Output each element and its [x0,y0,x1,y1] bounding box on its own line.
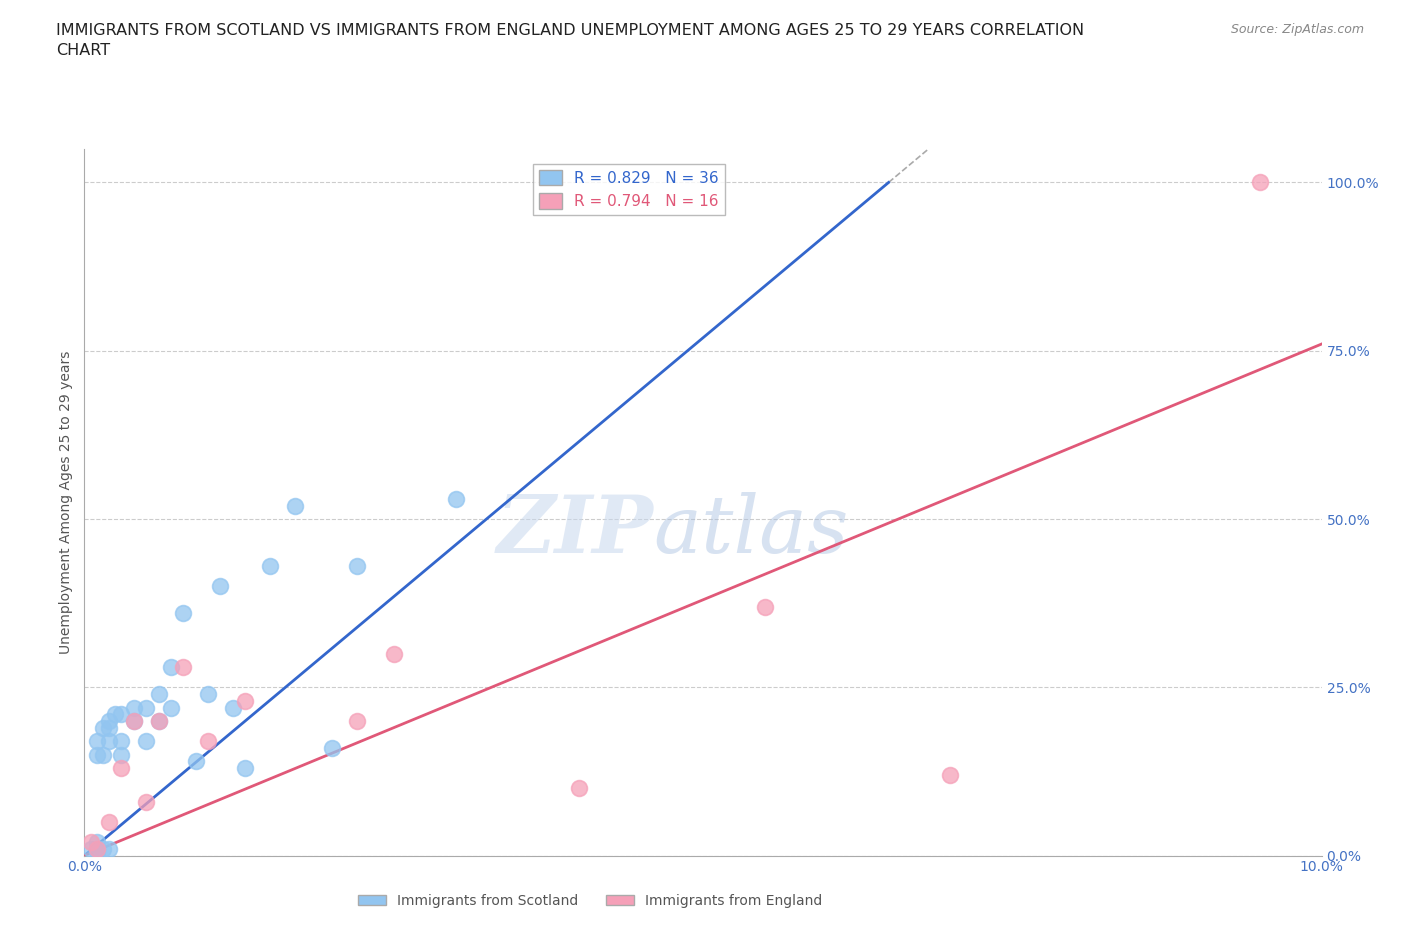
Point [160,659,183,674]
Point [148,713,170,728]
Point [135,734,157,749]
Point [259,559,281,574]
Point [98,842,121,857]
Text: IMMIGRANTS FROM SCOTLAND VS IMMIGRANTS FROM ENGLAND UNEMPLOYMENT AMONG AGES 25 T: IMMIGRANTS FROM SCOTLAND VS IMMIGRANTS F… [56,23,1084,58]
Point [110,761,132,776]
Point [86,835,108,850]
Point [122,713,145,728]
Point [321,740,343,755]
Text: ZIP: ZIP [496,492,654,569]
Point [184,754,207,769]
Point [233,694,256,709]
Point [98,713,121,728]
Point [98,815,121,830]
Point [568,781,591,796]
Point [86,734,108,749]
Point [86,844,108,859]
Point [209,578,232,593]
Point [754,599,776,614]
Point [122,713,145,728]
Point [110,747,132,762]
Point [284,498,307,513]
Point [86,747,108,762]
Point [148,713,170,728]
Point [346,559,368,574]
Point [91,747,114,762]
Point [91,842,114,857]
Point [135,794,157,809]
Point [222,700,245,715]
Y-axis label: Unemployment Among Ages 25 to 29 years: Unemployment Among Ages 25 to 29 years [59,351,73,654]
Point [91,720,114,735]
Point [346,713,368,728]
Point [172,605,194,620]
Point [110,707,132,722]
Point [122,700,145,715]
Point [172,659,194,674]
Point [197,686,219,701]
Point [79,835,101,850]
Point [197,734,219,749]
Point [98,734,121,749]
Point [110,734,132,749]
Point [98,720,121,735]
Point [135,700,157,715]
Point [86,842,108,857]
Point [939,767,962,782]
Legend: R = 0.829   N = 36, R = 0.794   N = 16: R = 0.829 N = 36, R = 0.794 N = 16 [533,164,724,216]
Point [1249,175,1271,190]
Point [86,842,108,857]
Point [382,646,405,661]
Text: Source: ZipAtlas.com: Source: ZipAtlas.com [1230,23,1364,36]
Point [104,707,127,722]
Point [79,842,101,857]
Point [233,761,256,776]
Legend: Immigrants from Scotland, Immigrants from England: Immigrants from Scotland, Immigrants fro… [353,889,828,914]
Text: atlas: atlas [654,492,849,569]
Point [160,700,183,715]
Point [444,491,467,506]
Point [148,686,170,701]
